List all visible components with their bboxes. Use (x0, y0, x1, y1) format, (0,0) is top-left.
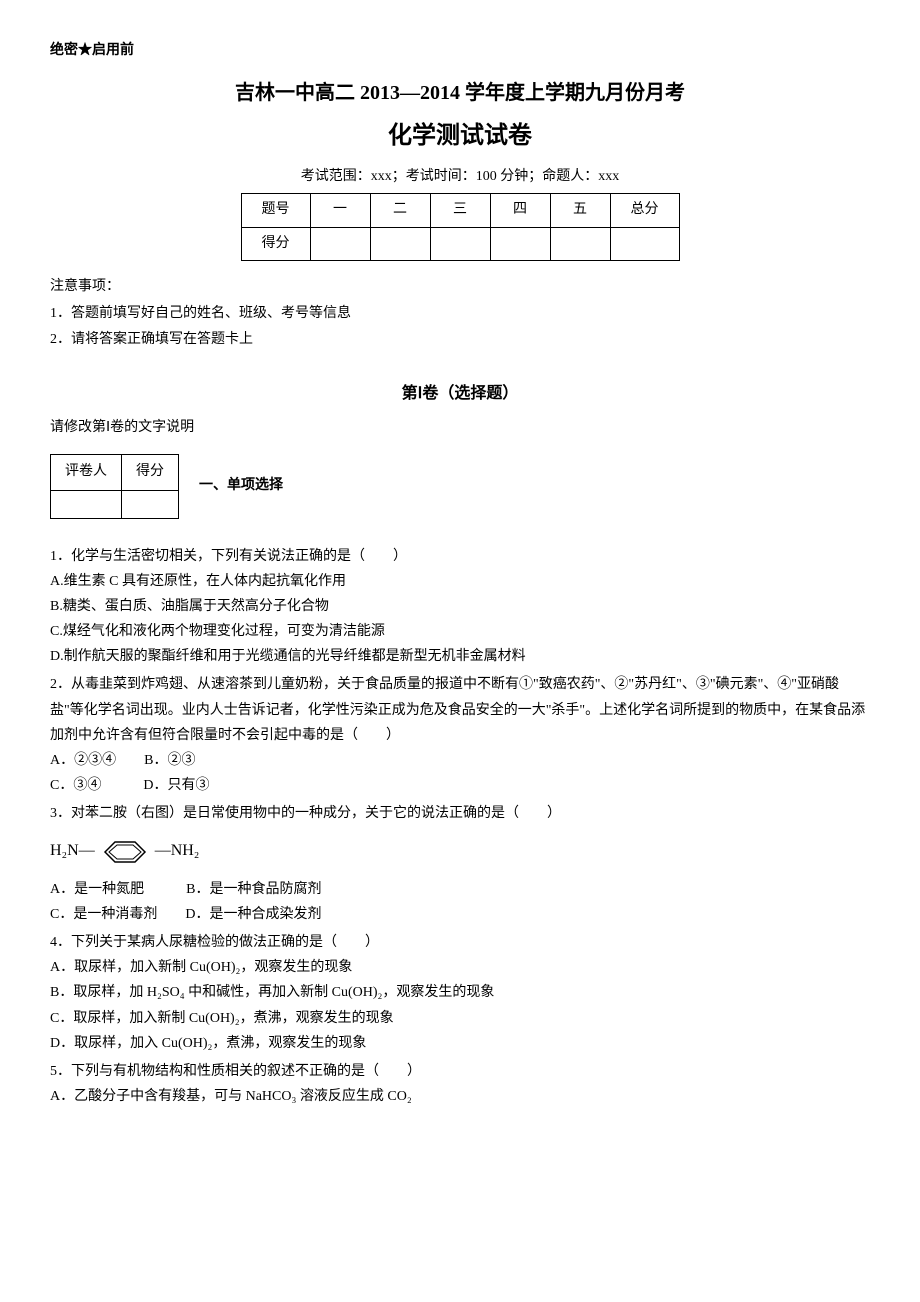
note-item: 1．答题前填写好自己的姓名、班级、考号等信息 (50, 303, 870, 325)
option-c: C．取尿样，加入新制 Cu(OH)₂，煮沸，观察发生的现象 (50, 1006, 870, 1031)
cell: 五 (550, 194, 610, 227)
question-stem: 5．下列与有机物结构和性质相关的叙述不正确的是（ ） (50, 1059, 870, 1084)
question-stem: 3．对苯二胺（右图）是日常使用物中的一种成分，关于它的说法正确的是（ ） (50, 801, 870, 826)
cell (370, 227, 430, 260)
question-stem: 1．化学与生活密切相关，下列有关说法正确的是（ ） (50, 544, 870, 569)
option-a: A.维生素 C 具有还原性，在人体内起抗氧化作用 (50, 569, 870, 594)
cell: 二 (370, 194, 430, 227)
cell: 一 (310, 194, 370, 227)
notes-title: 注意事项： (50, 276, 870, 298)
subsection-title: 一、单项选择 (199, 475, 283, 497)
bond-right: — (155, 837, 171, 866)
cell (310, 227, 370, 260)
table-row: 评卷人 得分 (51, 455, 179, 490)
option-c: C.煤经气化和液化两个物理变化过程，可变为清洁能源 (50, 619, 870, 644)
cell: 得分 (122, 455, 179, 490)
table-row: 得分 (241, 227, 679, 260)
exam-info: 考试范围：xxx；考试时间：100 分钟；命题人：xxx (50, 166, 870, 188)
question-stem: 4．下列关于某病人尿糖检验的做法正确的是（ ） (50, 930, 870, 955)
cell: 四 (490, 194, 550, 227)
question-3: 3．对苯二胺（右图）是日常使用物中的一种成分，关于它的说法正确的是（ ） H₂N… (50, 801, 870, 927)
note-item: 2．请将答案正确填写在答题卡上 (50, 329, 870, 351)
option-cd: C．③④ D．只有③ (50, 773, 870, 798)
question-stem: 2．从毒韭菜到炸鸡翅、从速溶茶到儿童奶粉，关于食品质量的报道中不断有①"致癌农药… (50, 672, 870, 748)
left-group: H₂N (50, 837, 79, 866)
cell (610, 227, 679, 260)
question-2: 2．从毒韭菜到炸鸡翅、从速溶茶到儿童奶粉，关于食品质量的报道中不断有①"致癌农药… (50, 672, 870, 798)
cell (490, 227, 550, 260)
cell-label: 得分 (241, 227, 310, 260)
cell (550, 227, 610, 260)
table-row (51, 490, 179, 518)
exam-title-line1: 吉林一中高二 2013—2014 学年度上学期九月份月考 (50, 77, 870, 109)
option-a: A．取尿样，加入新制 Cu(OH)₂，观察发生的现象 (50, 955, 870, 980)
cell: 评卷人 (51, 455, 122, 490)
cell: 三 (430, 194, 490, 227)
option-ab: A．是一种氮肥 B．是一种食品防腐剂 (50, 877, 870, 902)
grader-table: 评卷人 得分 (50, 454, 179, 518)
score-table: 题号 一 二 三 四 五 总分 得分 (241, 193, 680, 261)
cell (122, 490, 179, 518)
table-row: 题号 一 二 三 四 五 总分 (241, 194, 679, 227)
option-d: D．取尿样，加入 Cu(OH)₂，煮沸，观察发生的现象 (50, 1031, 870, 1056)
option-cd: C．是一种消毒剂 D．是一种合成染发剂 (50, 902, 870, 927)
exam-title-line2: 化学测试试卷 (50, 117, 870, 155)
section-instruction: 请修改第Ⅰ卷的文字说明 (50, 417, 870, 439)
right-group: NH₂ (171, 837, 200, 866)
option-ab: A．②③④ B．②③ (50, 748, 870, 773)
benzene-ring-icon (100, 837, 150, 867)
section-title: 第Ⅰ卷（选择题） (50, 381, 870, 407)
option-a: A．乙酸分子中含有羧基，可与 NaHCO₃ 溶液反应生成 CO₂ (50, 1084, 870, 1109)
option-b: B.糖类、蛋白质、油脂属于天然高分子化合物 (50, 594, 870, 619)
notes-section: 注意事项： 1．答题前填写好自己的姓名、班级、考号等信息 2．请将答案正确填写在… (50, 276, 870, 351)
question-5: 5．下列与有机物结构和性质相关的叙述不正确的是（ ） A．乙酸分子中含有羧基，可… (50, 1059, 870, 1109)
question-4: 4．下列关于某病人尿糖检验的做法正确的是（ ） A．取尿样，加入新制 Cu(OH… (50, 930, 870, 1056)
cell (51, 490, 122, 518)
cell (430, 227, 490, 260)
bond-left: — (79, 837, 95, 866)
option-d: D.制作航天服的聚酯纤维和用于光缆通信的光导纤维都是新型无机非金属材料 (50, 644, 870, 669)
cell-label: 题号 (241, 194, 310, 227)
cell: 总分 (610, 194, 679, 227)
question-1: 1．化学与生活密切相关，下列有关说法正确的是（ ） A.维生素 C 具有还原性，… (50, 544, 870, 670)
chemical-structure: H₂N — — NH₂ (50, 837, 870, 867)
confidential-label: 绝密★启用前 (50, 40, 870, 62)
option-b: B．取尿样，加 H₂SO₄ 中和碱性，再加入新制 Cu(OH)₂，观察发生的现象 (50, 980, 870, 1005)
subsection-row: 评卷人 得分 一、单项选择 (50, 454, 870, 518)
